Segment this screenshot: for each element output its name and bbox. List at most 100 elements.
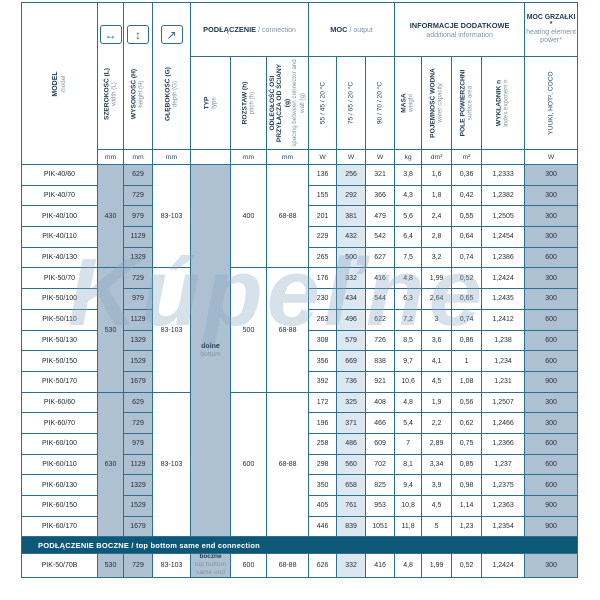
output-90-cell: 953 <box>365 495 396 517</box>
model-cell: PIK-60/110 <box>21 453 98 476</box>
capacity-cell: 2,2 <box>421 412 453 434</box>
col-header-width: ↔ SZEROKOŚĆ (L) width (L) <box>97 2 124 150</box>
radiator-spec-table: MODEL model ↔ SZEROKOŚĆ (L) width (L) ↕ … <box>20 2 579 579</box>
output-75-cell: 761 <box>336 495 367 517</box>
height-cell: 629 <box>123 391 153 414</box>
model-cell: PIK-40/70 <box>21 184 98 207</box>
output-90-cell: 479 <box>365 205 396 228</box>
output-75-cell: 736 <box>336 370 367 393</box>
depth-cell: 83-103 <box>152 267 191 393</box>
depth-cell: 83-103 <box>152 391 191 538</box>
header-en-mass: weight <box>407 94 415 112</box>
model-cell: PIK-50/70B <box>21 553 98 579</box>
depth-header-en: depth (G) <box>171 80 179 108</box>
capacity-cell: 1,8 <box>421 184 453 207</box>
mass-cell: 10,8 <box>394 495 423 517</box>
output-group-pl: MOC <box>330 25 348 34</box>
header-label-heater: YUUKI, HOT², COCO <box>547 59 554 147</box>
depth-arrow-glyph: ↗ <box>166 27 177 42</box>
heater-power-cell: 300 <box>524 164 579 186</box>
output-75-cell: 500 <box>336 246 367 269</box>
output-75-cell: 560 <box>336 453 367 476</box>
heater-power-cell: 600 <box>524 308 579 331</box>
header-pl-pitch: ROZSTAW (h) <box>240 81 248 125</box>
mass-cell: 7,5 <box>394 246 423 269</box>
unit-width: mm <box>97 149 124 165</box>
output-75-cell: 292 <box>336 184 367 207</box>
header-label-mass: MASA weight <box>400 59 415 147</box>
mass-cell: 9,7 <box>394 350 423 372</box>
header-pl-typ: TYP <box>202 96 210 110</box>
output-75-cell: 332 <box>336 553 367 579</box>
unit-spacing: mm <box>265 149 310 165</box>
spacing-cell: 68-88 <box>265 163 310 269</box>
mass-cell: 8,1 <box>394 453 423 476</box>
output-90-cell: 921 <box>365 370 396 393</box>
table-row: PIK-50/110 1129 263 496 622 7,2 3 0,74 1,2412 600 <box>21 308 579 331</box>
model-cell: PIK-60/170 <box>21 515 98 538</box>
heater-power-cell: 300 <box>524 391 579 414</box>
output-55-cell: 136 <box>308 164 338 186</box>
output-90-cell: 408 <box>365 391 396 414</box>
output-75-cell: 579 <box>336 329 367 352</box>
exponent-cell: 1,2412 <box>481 308 526 331</box>
col-header-area: POLE POWIERZCHNI surface area <box>451 56 483 150</box>
header-pl-area: POLE POWIERZCHNI <box>458 69 466 137</box>
exponent-cell: 1,2363 <box>481 495 526 517</box>
unit-m75: W <box>336 149 367 165</box>
type-pl: dolne <box>201 343 220 350</box>
height-header-label: WYSOKOŚĆ (H) height (H) <box>130 46 145 142</box>
heater-power-cell: 300 <box>524 267 579 290</box>
heater-power-cell: 300 <box>524 412 579 434</box>
capacity-cell: 1,99 <box>421 553 453 579</box>
model-cell: PIK-60/150 <box>21 495 98 517</box>
depth-header-label: GŁĘBOKOŚĆ (G) depth (G) <box>164 46 179 142</box>
spacing-cell: 68-88 <box>265 553 310 579</box>
model-cell: PIK-50/100 <box>21 288 98 310</box>
area-cell: 0,98 <box>451 474 483 496</box>
depth-cell: 83-103 <box>152 163 191 269</box>
capacity-cell: 4,1 <box>421 350 453 372</box>
height-cell: 1329 <box>123 246 153 269</box>
exponent-cell: 1,238 <box>481 329 526 352</box>
table-row: PIK-50/150 1529 356 669 838 9,7 4,1 1 1,234 600 <box>21 350 579 372</box>
height-header-en: height (H) <box>137 80 145 108</box>
output-75-cell: 332 <box>336 267 367 290</box>
height-cell: 1129 <box>123 308 153 331</box>
mass-cell: 5,6 <box>394 205 423 228</box>
header-sub-row: TYP type ROZSTAW (h) pitch (h) ODLEGŁOŚĆ OSI… <box>22 56 579 150</box>
output-55-cell: 230 <box>308 288 338 310</box>
output-90-cell: 544 <box>365 288 396 310</box>
col-header-spacing: ODLEGŁOŚĆ OSI PRZYŁĄCZA OD ŚCIANY (g) spa… <box>265 56 310 150</box>
header-pl-mass: MASA <box>400 93 408 113</box>
width-header-pl: SZEROKOŚĆ (L) <box>102 67 110 121</box>
heater-power-cell: 300 <box>524 184 579 207</box>
table-body: PIK-40/60 430 629 83-103 dolne bottom 400 68-88… <box>20 163 579 579</box>
model-cell: PIK-50/170 <box>21 370 98 393</box>
type-en: top bottom same end <box>194 561 227 577</box>
capacity-cell: 3 <box>421 308 453 331</box>
height-cell: 1129 <box>123 453 153 476</box>
section-banner-row: PODŁĄCZENIE BOCZNE / top bottom same end… <box>20 536 579 555</box>
height-cell: 629 <box>123 164 153 186</box>
height-cell: 979 <box>123 288 153 310</box>
exponent-cell: 1,2424 <box>481 553 526 579</box>
exponent-cell: 1,231 <box>481 370 526 393</box>
group-header-connection: PODŁĄCZENIE / connection <box>189 2 310 57</box>
area-cell: 0,74 <box>451 308 483 331</box>
table-row: PIK-60/150 1529 405 761 953 10,8 4,5 1,14 1,2363… <box>21 495 579 517</box>
height-cell: 1329 <box>123 329 153 352</box>
mass-cell: 4,3 <box>394 184 423 207</box>
capacity-cell: 1,99 <box>421 267 453 290</box>
connection-group-pl: PODŁĄCZENIE <box>203 25 257 34</box>
height-arrow-glyph: ↕ <box>135 27 141 42</box>
output-55-cell: 263 <box>308 308 338 331</box>
model-cell: PIK-60/70 <box>21 412 98 434</box>
area-cell: 1 <box>451 350 483 372</box>
exponent-cell: 1,2354 <box>481 515 526 538</box>
exponent-cell: 1,2382 <box>481 184 526 207</box>
col-header-exp: WYKŁADNIK n index exponent n <box>481 56 526 150</box>
header-label-cap: POJEMNOŚĆ WODNA water capacity <box>429 59 444 147</box>
heater-power-cell: 600 <box>524 350 579 372</box>
